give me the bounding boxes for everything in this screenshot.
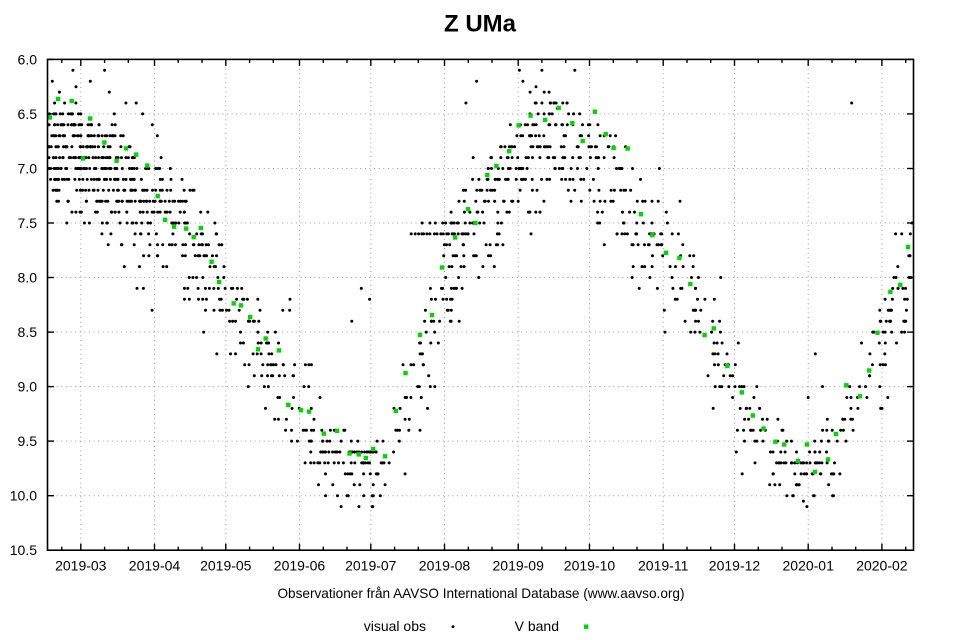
svg-text:8.5: 8.5 (18, 324, 38, 340)
svg-text:2019-05: 2019-05 (200, 558, 252, 574)
svg-text:visual obs: visual obs (364, 618, 426, 634)
svg-text:2019-08: 2019-08 (419, 558, 471, 574)
svg-text:Z UMa: Z UMa (444, 11, 517, 38)
svg-text:2019-12: 2019-12 (709, 558, 761, 574)
svg-text:2019-07: 2019-07 (345, 558, 397, 574)
svg-text:6.0: 6.0 (18, 51, 38, 67)
svg-text:10.5: 10.5 (10, 542, 37, 558)
svg-text:2019-10: 2019-10 (564, 558, 616, 574)
svg-text:2019-03: 2019-03 (55, 558, 107, 574)
svg-text:7.5: 7.5 (18, 215, 38, 231)
svg-text:6.5: 6.5 (18, 106, 38, 122)
svg-text:2019-11: 2019-11 (638, 558, 689, 574)
svg-text:9.5: 9.5 (18, 433, 38, 449)
svg-text:8.0: 8.0 (18, 270, 38, 286)
svg-text:Observationer från AAVSO Inter: Observationer från AAVSO International D… (277, 586, 684, 601)
svg-text:2020-02: 2020-02 (856, 558, 908, 574)
svg-text:2019-09: 2019-09 (493, 558, 545, 574)
svg-text:2019-06: 2019-06 (274, 558, 326, 574)
svg-text:7.0: 7.0 (18, 161, 38, 177)
svg-text:V band: V band (515, 618, 559, 634)
svg-text:2019-04: 2019-04 (129, 558, 181, 574)
svg-text:10.0: 10.0 (10, 488, 37, 504)
svg-text:9.0: 9.0 (18, 379, 38, 395)
svg-text:2020-01: 2020-01 (783, 558, 835, 574)
